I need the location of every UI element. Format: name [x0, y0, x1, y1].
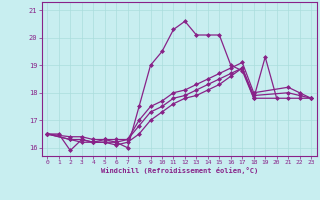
X-axis label: Windchill (Refroidissement éolien,°C): Windchill (Refroidissement éolien,°C) [100, 167, 258, 174]
